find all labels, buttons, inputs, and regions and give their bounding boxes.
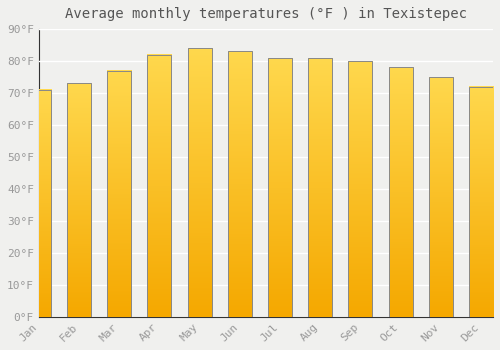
Bar [228, 51, 252, 317]
Bar [188, 48, 212, 317]
Bar [26, 90, 51, 317]
Bar [388, 68, 412, 317]
Bar [148, 55, 172, 317]
Bar [348, 61, 372, 317]
Title: Average monthly temperatures (°F ) in Texistepec: Average monthly temperatures (°F ) in Te… [65, 7, 467, 21]
Bar [428, 77, 453, 317]
Bar [107, 71, 132, 317]
Bar [469, 86, 493, 317]
Bar [67, 83, 91, 317]
Bar [308, 58, 332, 317]
Bar [268, 58, 292, 317]
